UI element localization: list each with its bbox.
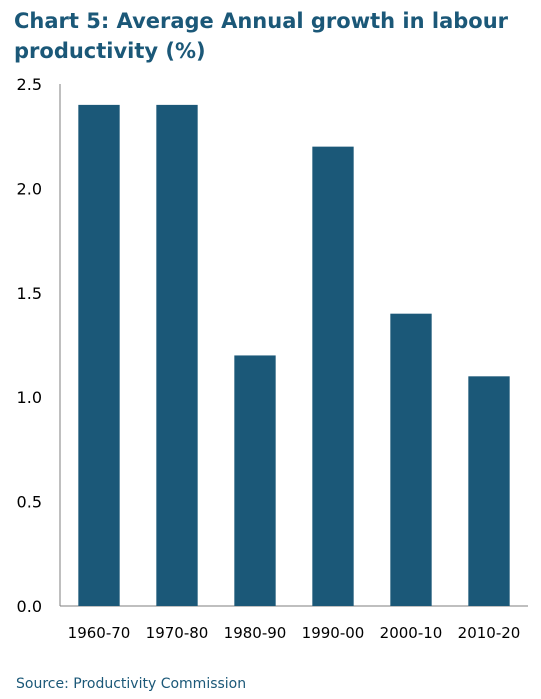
source-note: Source: Productivity Commission	[16, 676, 247, 692]
bar-1980-90	[234, 355, 276, 606]
y-tick-label: 1.5	[17, 284, 42, 303]
chart-title: Chart 5: Average Annual growth in labour…	[14, 6, 534, 66]
x-tick-label: 2000-10	[380, 624, 443, 642]
x-tick-label: 1960-70	[68, 624, 131, 642]
chart-title-line-1: Chart 5: Average Annual growth in labour	[14, 9, 509, 33]
bar-1990-00	[312, 146, 354, 606]
x-tick-label: 1990-00	[302, 624, 365, 642]
bar-2010-20	[468, 376, 510, 606]
y-tick-label: 2.5	[17, 75, 42, 94]
bar-1960-70	[78, 104, 120, 606]
y-tick-label: 2.0	[17, 179, 42, 198]
x-tick-label: 2010-20	[458, 624, 521, 642]
chart-title-line-2: productivity (%)	[14, 39, 206, 63]
x-tick-label: 1980-90	[224, 624, 287, 642]
y-tick-label: 0.0	[17, 597, 42, 616]
x-tick-label: 1970-80	[146, 624, 209, 642]
y-tick-label: 1.0	[17, 388, 42, 407]
bar-2000-10	[390, 313, 432, 606]
y-tick-label: 0.5	[17, 493, 42, 512]
bar-1970-80	[156, 104, 198, 606]
